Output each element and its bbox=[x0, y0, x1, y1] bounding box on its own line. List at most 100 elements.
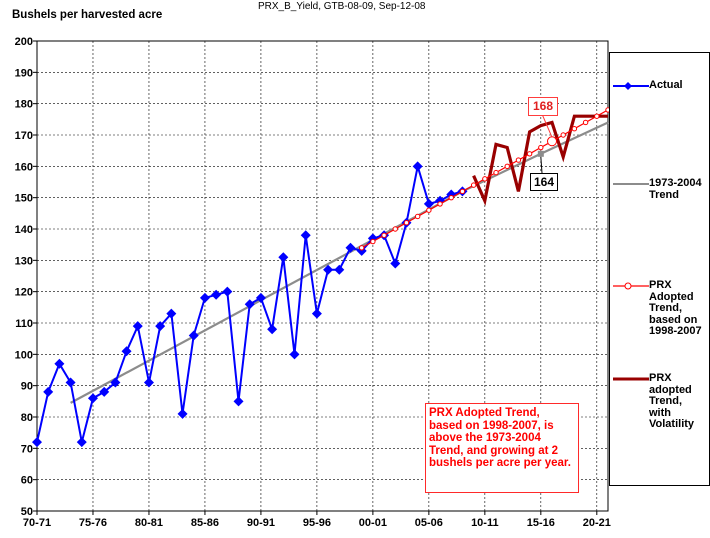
annotation-box: PRX Adopted Trend, based on 1998-2007, i… bbox=[425, 403, 579, 493]
y-tick-label: 150 bbox=[15, 193, 33, 205]
series-layer bbox=[32, 107, 611, 448]
prx-adopted-point bbox=[370, 238, 376, 245]
actual-point bbox=[99, 386, 110, 397]
legend-swatch-actual bbox=[613, 82, 649, 90]
prx-adopted-point bbox=[515, 157, 522, 163]
actual-point bbox=[110, 377, 121, 388]
series-trend-1973-2004-line bbox=[70, 121, 609, 404]
prx-adopted-point bbox=[571, 126, 578, 132]
actual-point bbox=[233, 396, 244, 407]
actual-point bbox=[32, 437, 42, 448]
actual-point bbox=[300, 230, 311, 241]
callout-leaders bbox=[540, 113, 553, 174]
y-tick-label: 140 bbox=[15, 224, 33, 236]
x-tick-label: 70-71 bbox=[23, 517, 51, 529]
prx-adopted-point bbox=[493, 169, 499, 176]
prx-adopted-point bbox=[470, 182, 477, 188]
actual-point bbox=[278, 252, 289, 263]
legend-swatch-prx-volatility bbox=[613, 377, 649, 381]
actual-point bbox=[390, 258, 401, 269]
x-tick-label: 00-01 bbox=[359, 517, 387, 529]
chart-title: PRX_B_Yield, GTB-08-09, Sep-12-08 bbox=[258, 1, 426, 12]
legend-label-trend: 1973-2004 Trend bbox=[649, 177, 702, 201]
legend-label-prx-adopted: PRX Adopted Trend, based on 1998-2007 bbox=[649, 279, 702, 337]
legend-swatch-trend bbox=[613, 183, 649, 185]
prx-adopted-point bbox=[547, 136, 558, 147]
prx-adopted-point bbox=[504, 163, 510, 170]
actual-point bbox=[132, 321, 143, 332]
actual-point bbox=[211, 289, 222, 300]
actual-point bbox=[177, 408, 188, 419]
prx-adopted-point bbox=[448, 194, 454, 201]
prx-adopted-point bbox=[437, 201, 443, 207]
actual-point bbox=[188, 330, 199, 341]
y-tick-label: 200 bbox=[15, 36, 33, 48]
x-tick-label: 15-16 bbox=[527, 517, 555, 529]
actual-point bbox=[334, 264, 345, 275]
actual-point bbox=[87, 393, 98, 404]
axes: 50 60 70 80 90 100 110 120 130 140 150 160 170 180 190… bbox=[15, 36, 611, 529]
prx-adopted-point bbox=[526, 151, 533, 157]
actual-point bbox=[65, 377, 76, 388]
trend-point-2015 bbox=[537, 150, 544, 157]
x-tick-label: 20-21 bbox=[583, 517, 611, 529]
callout-164-leader bbox=[540, 156, 543, 174]
prx-adopted-point bbox=[582, 119, 589, 126]
prx-adopted-point bbox=[403, 220, 410, 226]
x-tick-label: 95-96 bbox=[303, 517, 331, 529]
y-tick-label: 110 bbox=[15, 318, 33, 330]
prx-adopted-point bbox=[538, 144, 544, 151]
y-tick-label: 70 bbox=[21, 443, 33, 455]
actual-point bbox=[76, 437, 87, 448]
prx-adopted-point bbox=[381, 232, 387, 238]
prx-adopted-point bbox=[560, 132, 566, 138]
actual-point bbox=[143, 377, 154, 388]
x-tick-label: 85-86 bbox=[191, 517, 219, 529]
legend-swatch-prx-adopted bbox=[613, 282, 649, 290]
x-tick-label: 10-11 bbox=[471, 517, 499, 529]
y-tick-label: 50 bbox=[21, 506, 33, 518]
legend: Actual 1973-2004 Trend PRX Adopted Trend… bbox=[609, 52, 710, 486]
legend-label-actual: Actual bbox=[649, 79, 683, 91]
prx-adopted-point bbox=[459, 188, 466, 195]
prx-adopted-point bbox=[594, 113, 600, 119]
x-tick-label: 05-06 bbox=[415, 517, 443, 529]
actual-point bbox=[423, 198, 434, 209]
actual-point bbox=[345, 242, 356, 253]
y-tick-label: 180 bbox=[15, 99, 33, 111]
prx-adopted-point bbox=[426, 207, 432, 213]
callout-168: 168 bbox=[528, 97, 558, 116]
actual-point bbox=[244, 299, 255, 310]
series-prx-volatility-line bbox=[472, 114, 608, 207]
actual-point bbox=[267, 324, 278, 335]
actual-point bbox=[222, 286, 233, 297]
y-tick-label: 80 bbox=[21, 412, 33, 424]
actual-point bbox=[255, 292, 266, 303]
actual-point bbox=[289, 349, 300, 360]
y-tick-label: 190 bbox=[15, 67, 33, 79]
callout-168-leader bbox=[541, 113, 553, 138]
actual-point bbox=[199, 292, 210, 303]
prx-adopted-point bbox=[482, 176, 488, 182]
y-tick-label: 130 bbox=[15, 255, 33, 267]
y-tick-label: 100 bbox=[15, 349, 33, 361]
y-tick-label: 170 bbox=[15, 130, 33, 142]
prx-adopted-point bbox=[414, 213, 421, 220]
actual-point bbox=[311, 308, 322, 319]
actual-point bbox=[155, 321, 166, 332]
actual-point bbox=[166, 308, 177, 319]
y-tick-label: 160 bbox=[15, 161, 33, 173]
y-axis-label: Bushels per harvested acre bbox=[12, 9, 163, 21]
y-tick-label: 90 bbox=[21, 381, 33, 393]
actual-point bbox=[121, 346, 132, 357]
prx-adopted-point bbox=[392, 226, 398, 232]
callout-164: 164 bbox=[530, 173, 558, 191]
x-tick-label: 75-76 bbox=[79, 517, 107, 529]
y-tick-label: 120 bbox=[15, 287, 33, 299]
legend-label-prx-volatility: PRX adopted Trend, with Volatility bbox=[649, 372, 695, 430]
x-tick-label: 80-81 bbox=[135, 517, 163, 529]
prx-adopted-point bbox=[358, 245, 365, 251]
actual-point bbox=[323, 264, 334, 275]
actual-point bbox=[412, 161, 423, 172]
